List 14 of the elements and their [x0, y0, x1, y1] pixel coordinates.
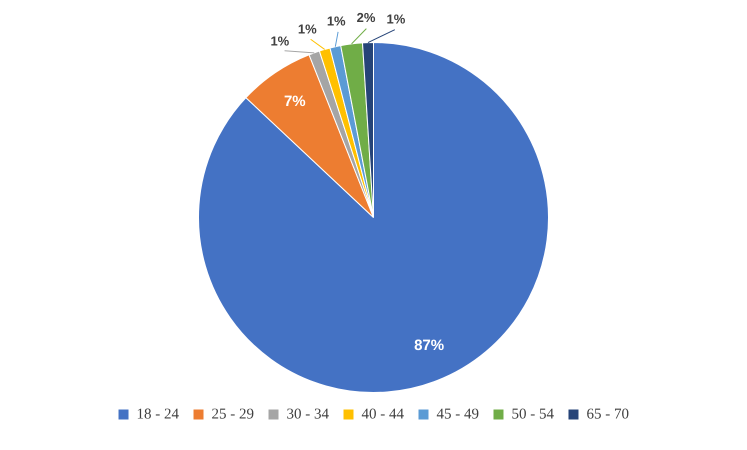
- legend-label: 40 - 44: [362, 406, 404, 422]
- data-label: 7%: [284, 92, 306, 110]
- data-label: 1%: [270, 33, 290, 48]
- data-label: 1%: [298, 21, 318, 36]
- data-label: 87%: [414, 337, 444, 354]
- legend-label: 65 - 70: [586, 406, 629, 422]
- legend-label: 18 - 24: [136, 406, 180, 422]
- legend-label: 45 - 49: [436, 406, 479, 422]
- data-label: 1%: [326, 14, 346, 29]
- legend-label: 30 - 34: [286, 406, 330, 422]
- legend-label: 25 - 29: [212, 406, 254, 422]
- data-label: 1%: [386, 11, 406, 26]
- legend-label: 50 - 54: [511, 406, 554, 422]
- data-label: 2%: [356, 10, 376, 26]
